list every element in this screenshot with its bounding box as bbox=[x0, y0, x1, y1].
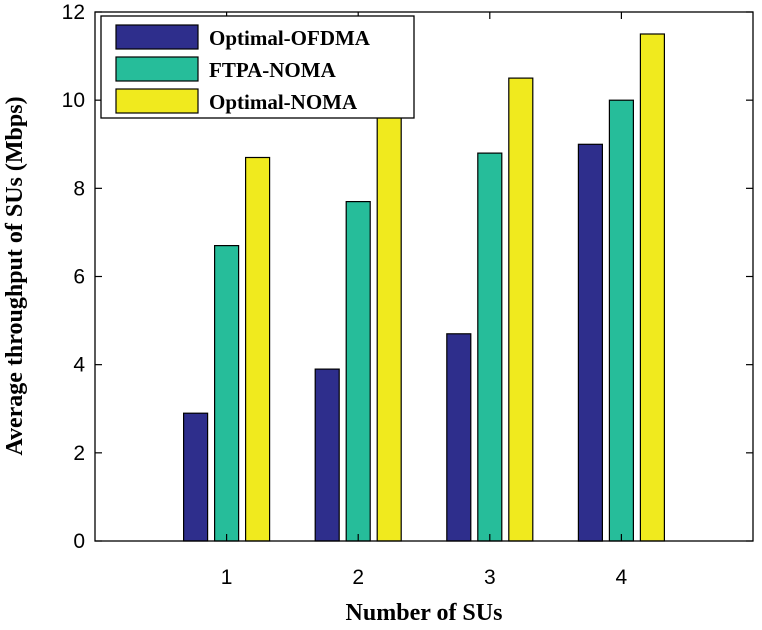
legend-label-optimal-noma: Optimal-NOMA bbox=[209, 90, 358, 114]
bar-optimal-ofdma-2 bbox=[314, 368, 340, 542]
legend-swatch-optimal-ofdma bbox=[115, 24, 199, 50]
y-tick-label: 6 bbox=[73, 266, 85, 289]
x-tick-label: 2 bbox=[352, 566, 364, 589]
y-tick-label: 4 bbox=[73, 354, 85, 377]
bar-optimal-noma-3 bbox=[508, 77, 534, 542]
legend: Optimal-OFDMA FTPA-NOMA Optimal-NOMA bbox=[100, 15, 415, 119]
x-axis-label: Number of SUs bbox=[346, 600, 503, 626]
bar-ftpa-noma-2 bbox=[345, 201, 371, 542]
bar-optimal-ofdma-1 bbox=[183, 412, 209, 542]
x-axis-ticks: 1 2 3 4 bbox=[221, 12, 628, 589]
x-tick-label: 1 bbox=[221, 566, 233, 589]
bar-optimal-ofdma-3 bbox=[446, 333, 472, 542]
bar-optimal-noma-2 bbox=[376, 90, 402, 542]
y-tick-label: 10 bbox=[62, 89, 85, 112]
legend-label-ftpa-noma: FTPA-NOMA bbox=[209, 58, 337, 82]
bar-optimal-noma-1 bbox=[245, 156, 271, 542]
bar-ftpa-noma-3 bbox=[477, 152, 503, 542]
y-tick-label: 8 bbox=[73, 177, 85, 200]
bar-ftpa-noma-1 bbox=[214, 245, 240, 542]
legend-swatch-optimal-noma bbox=[115, 88, 199, 114]
y-tick-label: 12 bbox=[62, 1, 85, 24]
legend-swatch-ftpa-noma bbox=[115, 56, 199, 82]
bar-optimal-ofdma-4 bbox=[577, 143, 604, 542]
y-axis-label: Average throughput of SUs (Mbps) bbox=[2, 96, 28, 455]
y-tick-label: 2 bbox=[73, 442, 85, 465]
bar-optimal-noma-4 bbox=[639, 33, 666, 542]
bar-ftpa-noma-4 bbox=[608, 99, 635, 542]
y-axis-ticks: 0 2 4 6 8 10 12 bbox=[62, 1, 753, 553]
legend-label-optimal-ofdma: Optimal-OFDMA bbox=[209, 26, 371, 50]
x-tick-label: 3 bbox=[484, 566, 496, 589]
x-tick-label: 4 bbox=[616, 566, 628, 589]
y-tick-label: 0 bbox=[73, 530, 85, 553]
bars-group bbox=[183, 33, 666, 542]
